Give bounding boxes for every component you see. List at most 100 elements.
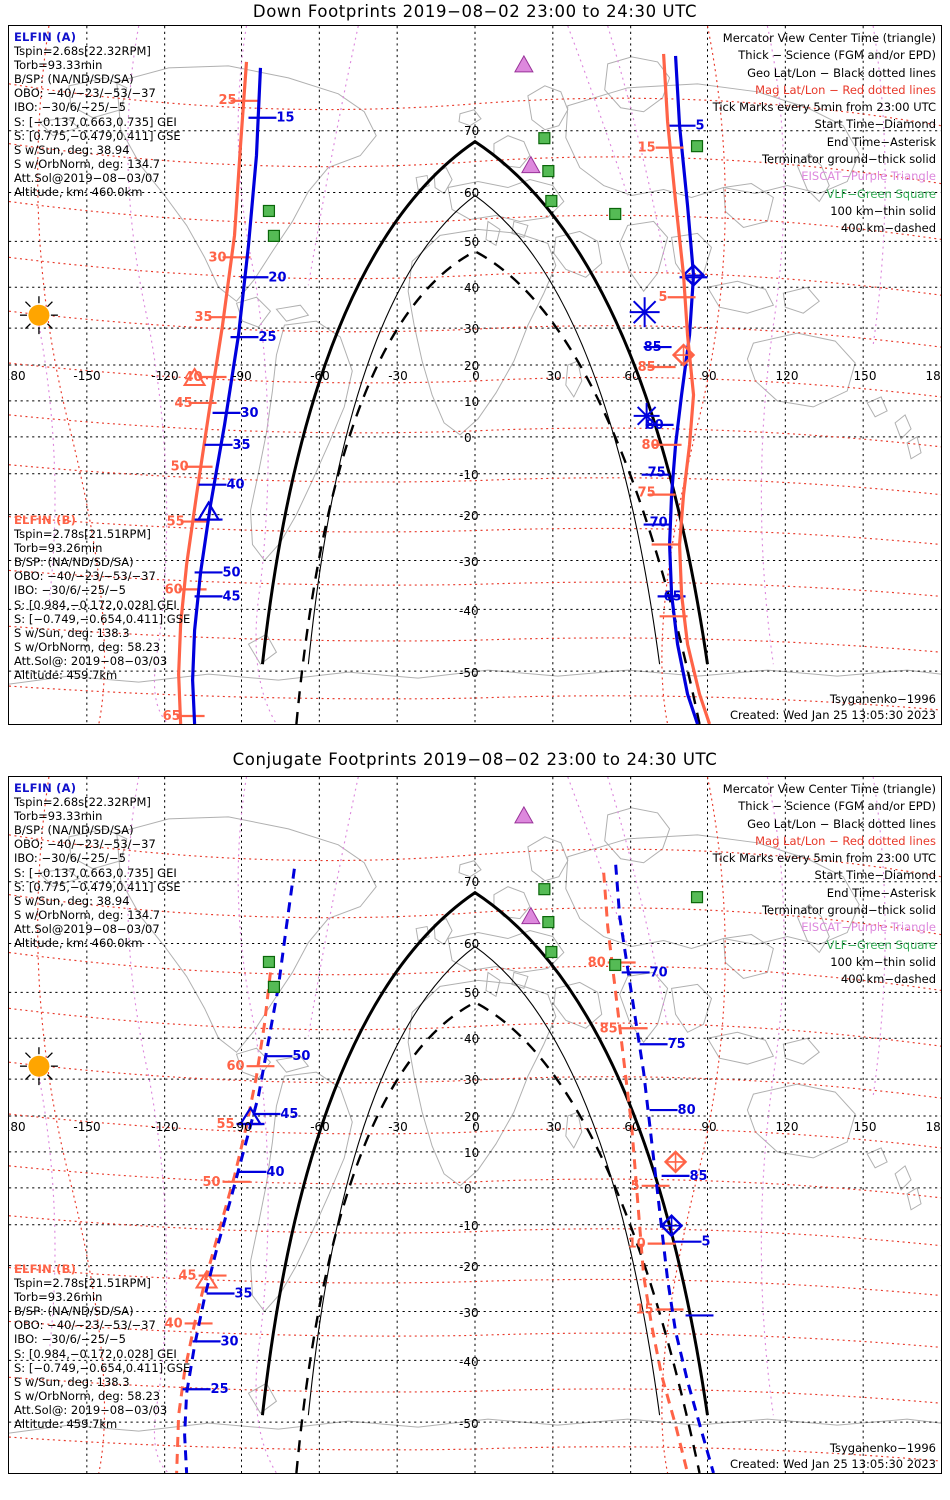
svg-text:80: 80 [642,438,660,453]
x-tick-label: -120 [151,1120,179,1134]
elfin-a-line: S w/Sun, deg: 38.94 [14,142,130,157]
elfin-a-line: Altitude, km: 460.0km [14,936,143,951]
svg-text:70: 70 [650,965,668,980]
y-tick-label: 40 [464,281,480,295]
elfin-b-line: Att.Sol@: 2019−08−03/03 [14,653,168,668]
elfin-a-line: Altitude, km: 460.0km [14,185,143,200]
elfin-b-line: S: [−0.749,−0.654,0.411] GSE [14,1360,191,1375]
info-block-elfin-a: ELFIN (A) Tspin=2.68s[22.32RPM] Torb=93.… [14,781,181,950]
x-tick-label: 60 [624,369,640,383]
svg-text:65: 65 [163,709,181,724]
svg-text:45: 45 [175,396,193,411]
elfin-b-line: IBO: −30/6/−25/−5 [14,583,126,598]
x-tick-label: -180 [9,1120,26,1134]
marker-tick-blue-conj-25: 25 [182,1382,229,1397]
elfin-b-line: S w/OrbNorm, deg: 58.23 [14,1388,161,1403]
info-block-elfin-b: ELFIN (B) Tspin=2.78s[21.51RPM] Torb=93.… [14,513,190,682]
elfin-b-line: Altitude: 459.7km [14,668,118,683]
legend-line-eiscat: EISCAT−Purple Triangle [801,169,936,184]
marker-diamond-orange-conj-start [663,1150,688,1174]
svg-text:40: 40 [266,1165,284,1180]
model-label: Tsyganenko−1996 [829,1441,936,1455]
elfin-a-header: ELFIN (A) [14,781,77,795]
x-tick-label: -120 [151,369,179,383]
svg-text:30: 30 [241,406,259,421]
legend-line: End Time−Asterisk [826,134,936,149]
elfin-a-line: Torb=93.33min [14,58,103,73]
legend-line: Mercator View Center Time (triangle) [722,782,936,796]
marker-diamond-orange-start [671,343,696,367]
elfin-a-line: S w/Sun, deg: 38.94 [14,893,130,908]
created-timestamp: Created: Wed Jan 25 13:05:30 2023 [729,708,936,722]
y-tick-label: 10 [464,395,480,409]
vlf-markers [262,883,704,993]
legend-line: Terminator ground−thick solid [761,152,936,167]
x-tick-label: -60 [310,369,330,383]
elfin-b-line: Tspin=2.78s[21.51RPM] [14,1276,151,1291]
elfin-b-line: S w/Sun, deg: 138.3 [14,625,130,640]
elfin-a-line: Att.Sol@2019−08−03/07 [14,921,160,936]
x-tick-label: -150 [73,369,101,383]
x-tick-label: -150 [73,1120,101,1134]
y-tick-label: -20 [459,1260,479,1274]
map-canvas: 25 30 35 40 45 50 55 60 65 [9,26,941,724]
elfin-b-header: ELFIN (B) [14,1262,77,1276]
svg-text:25: 25 [258,330,276,345]
x-tick-label: 120 [775,1120,799,1134]
elfin-a-line: S w/OrbNorm, deg: 134.7 [14,156,161,171]
elfin-a-line: IBO: −30/6/−25/−5 [14,851,126,866]
x-tick-label: 90 [701,369,717,383]
y-tick-label: 0 [464,1182,472,1196]
elfin-a-line: Tspin=2.68s[22.32RPM] [14,795,151,810]
legend-line: Mercator View Center Time (triangle) [722,31,936,45]
svg-text:50: 50 [203,1175,221,1190]
elfin-a-line: B/SP: (NA/ND/SD/SA) [14,72,134,87]
svg-text:75: 75 [668,1037,686,1052]
marker-diamond-blue-start [681,263,706,287]
legend-line: 100 km−thin solid [830,954,936,969]
info-block-elfin-b: ELFIN (B) Tspin=2.78s[21.51RPM] Torb=93.… [14,1262,190,1431]
track-elfin-b-conj-right: 80 85 5 10 15 [588,872,689,1473]
x-tick-label: 180 [925,1120,941,1134]
elfin-b-line: S: [−0.749,−0.654,0.411] GSE [14,611,191,626]
legend-line: Start Time−Diamond [814,868,936,883]
svg-text:5: 5 [696,119,705,134]
y-tick-label: 10 [464,1146,480,1160]
elfin-b-line: S: [0.984,−0.172,0.028] GEI [14,597,177,612]
svg-text:65: 65 [664,589,682,604]
svg-text:15: 15 [636,1302,654,1317]
track-elfin-a-right: 5 85 80 75 70 65 [629,55,708,724]
x-tick-label: 150 [853,1120,877,1134]
marker-diamond-blue-conj-start [659,1214,684,1238]
svg-text:60: 60 [165,582,183,597]
marker-triangle-blue-left [194,500,223,521]
svg-text:75: 75 [648,466,666,481]
eiscat-markers [514,805,541,925]
svg-text:75: 75 [638,486,656,501]
elfin-b-line: Torb=93.26min [14,541,103,556]
marker-triangle-blue-conj [236,1105,265,1126]
y-tick-label: 30 [464,322,480,336]
x-tick-label: -90 [232,1120,252,1134]
y-tick-label: 70 [464,124,480,138]
x-tick-label: 30 [546,1120,562,1134]
map-plot-area: 60 55 50 45 40 [8,776,942,1474]
elfin-a-line: S w/OrbNorm, deg: 134.7 [14,907,161,922]
svg-text:15: 15 [638,141,656,156]
x-tick-label: -30 [388,1120,408,1134]
panel-conjugate-footprints: Conjugate Footprints 2019−08−02 23:00 to… [0,748,950,1500]
legend-line: 400 km−dashed [840,972,936,987]
x-tick-label: -30 [388,369,408,383]
y-tick-label: 50 [464,986,480,1000]
elfin-a-line: B/SP: (NA/ND/SD/SA) [14,823,134,838]
elfin-b-line: B/SP: (NA/ND/SD/SA) [14,1304,134,1319]
svg-text:5: 5 [702,1235,711,1250]
svg-text:40: 40 [165,1316,183,1331]
svg-text:50: 50 [223,565,241,580]
y-tick-label: -50 [459,1417,479,1431]
svg-text:45: 45 [179,1269,197,1284]
y-tick-label: 50 [464,235,480,249]
x-tick-label: 150 [853,369,877,383]
elfin-a-line: S: [−0.137,0.663,0.735] GEI [14,114,177,129]
x-tick-label: 0 [472,369,480,383]
